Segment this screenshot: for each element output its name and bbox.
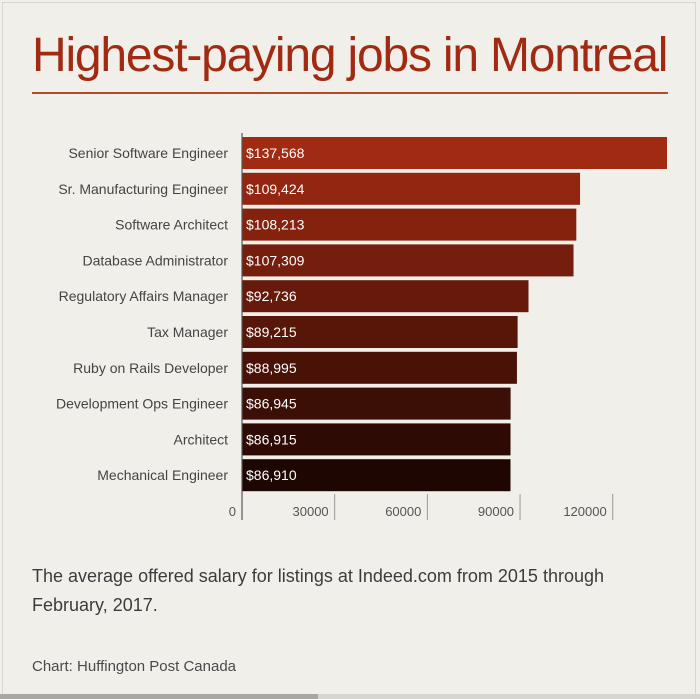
- category-label: Database Administrator: [82, 252, 228, 268]
- category-label: Tax Manager: [147, 324, 228, 340]
- horizontal-scrollbar[interactable]: [0, 694, 700, 699]
- x-tick-label: 0: [229, 504, 236, 519]
- x-tick-label: 30000: [293, 504, 329, 519]
- bar-value-label: $92,736: [246, 288, 297, 304]
- chart-title: Highest-paying jobs in Montreal: [32, 29, 668, 82]
- bar: [242, 423, 511, 456]
- x-tick-label: 60000: [385, 504, 421, 519]
- bar: [242, 280, 529, 313]
- category-label: Development Ops Engineer: [56, 396, 228, 412]
- bar-value-label: $88,995: [246, 360, 297, 376]
- bar: [242, 387, 511, 420]
- scrollbar-thumb[interactable]: [0, 694, 318, 699]
- bar: [242, 316, 518, 348]
- chart-caption: The average offered salary for listings …: [32, 566, 604, 615]
- bar-value-label: $86,915: [246, 431, 297, 447]
- x-tick-label: 120000: [563, 504, 606, 519]
- category-label: Architect: [174, 431, 229, 447]
- category-label: Regulatory Affairs Manager: [59, 288, 229, 304]
- title-divider: [32, 92, 668, 94]
- bar-value-label: $89,215: [246, 324, 297, 340]
- bar-value-label: $137,568: [246, 145, 305, 161]
- bar: [242, 137, 667, 169]
- category-label: Ruby on Rails Developer: [73, 360, 228, 376]
- category-label: Software Architect: [115, 217, 228, 233]
- bar-value-label: $107,309: [246, 252, 305, 268]
- bar: [242, 208, 577, 241]
- x-axis: 0 30000 60000 90000 120000: [229, 133, 614, 520]
- bar-value-label: $108,213: [246, 217, 305, 233]
- x-tick-label: 90000: [478, 504, 514, 519]
- bar-value-label: $86,910: [246, 467, 297, 483]
- category-label: Mechanical Engineer: [97, 467, 228, 483]
- bar: [242, 351, 517, 384]
- category-label: Sr. Manufacturing Engineer: [58, 181, 228, 197]
- bar: [242, 244, 574, 277]
- bars-group: $137,568 Senior Software Engineer $109,424…: [56, 137, 667, 492]
- bar: [242, 172, 581, 205]
- bar: [242, 459, 511, 492]
- chart-source: Chart: Huffington Post Canada: [32, 658, 237, 675]
- bar-value-label: $109,424: [246, 181, 305, 197]
- bar-chart: $137,568 Senior Software Engineer $109,424…: [56, 133, 667, 520]
- bar-value-label: $86,945: [246, 396, 297, 412]
- category-label: Senior Software Engineer: [68, 145, 228, 161]
